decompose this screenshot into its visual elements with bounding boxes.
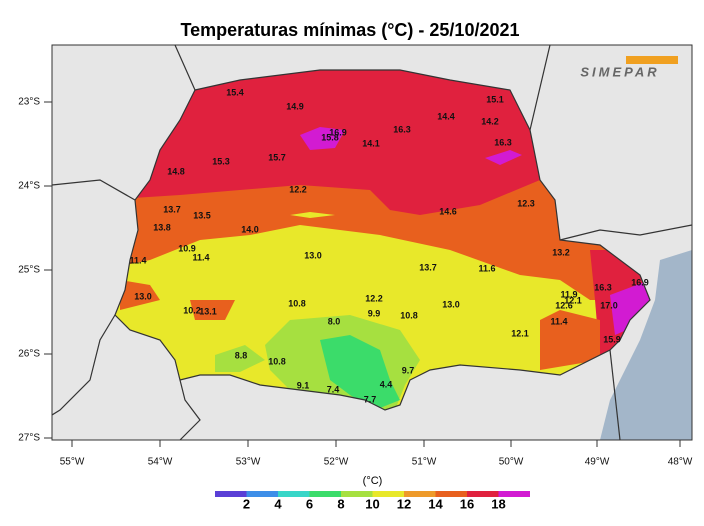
station-value: 13.7 bbox=[163, 204, 181, 214]
station-value: 7.4 bbox=[327, 384, 340, 394]
station-value: 12.2 bbox=[365, 293, 383, 303]
station-value: 14.8 bbox=[167, 166, 185, 176]
station-value: 13.2 bbox=[552, 247, 570, 257]
station-value: 11.9 bbox=[560, 289, 577, 299]
station-value: 13.7 bbox=[419, 262, 437, 272]
lat-label: 23°S bbox=[18, 97, 40, 108]
lat-label: 25°S bbox=[18, 265, 40, 276]
lat-label: 27°S bbox=[18, 433, 40, 444]
station-value: 14.9 bbox=[286, 101, 304, 111]
station-value: 16.3 bbox=[594, 282, 612, 292]
colorbar-segment bbox=[309, 491, 341, 497]
station-value: 14.1 bbox=[362, 138, 380, 148]
colorbar-segment bbox=[278, 491, 310, 497]
station-value: 15.7 bbox=[268, 152, 286, 162]
colorbar-segment bbox=[341, 491, 373, 497]
colorbar-segment bbox=[498, 491, 530, 497]
station-value: 10.9 bbox=[178, 243, 196, 253]
station-value: 9.9 bbox=[368, 308, 381, 318]
station-value: 13.0 bbox=[442, 299, 460, 309]
station-value: 9.7 bbox=[402, 365, 415, 375]
colorbar-label: 14 bbox=[428, 496, 443, 511]
station-value: 12.2 bbox=[289, 184, 307, 194]
station-value: 13.8 bbox=[153, 222, 171, 232]
station-value: 16.3 bbox=[393, 124, 411, 134]
station-value: 10.2 bbox=[183, 305, 201, 315]
ocean bbox=[600, 250, 692, 440]
station-value: 10.8 bbox=[400, 310, 418, 320]
map-title: Temperaturas mínimas (°C) - 25/10/2021 bbox=[180, 20, 519, 40]
borders bbox=[52, 45, 692, 440]
station-value: 15.3 bbox=[212, 156, 230, 166]
colorbar-segment bbox=[435, 491, 467, 497]
station-value: 10.8 bbox=[288, 298, 306, 308]
map-area: SIMEPAR bbox=[52, 45, 692, 440]
station-value: 13.1 bbox=[199, 306, 217, 316]
colorbar-segment bbox=[467, 491, 499, 497]
station-value: 4.4 bbox=[380, 379, 393, 389]
station-value: 14.2 bbox=[481, 116, 499, 126]
station-value: 14.0 bbox=[241, 224, 259, 234]
lon-label: 53°W bbox=[236, 457, 261, 468]
labels: 23°S 24°S 25°S 26°S 27°S 55°W 54°W 53°W 52°W 51°W… bbox=[18, 87, 693, 511]
lon-label: 49°W bbox=[585, 457, 610, 468]
frame bbox=[51, 44, 693, 441]
station-value: 8.0 bbox=[328, 316, 341, 326]
lon-label: 51°W bbox=[412, 457, 437, 468]
station-value: 17.0 bbox=[600, 300, 618, 310]
station-value: 13.5 bbox=[193, 210, 211, 220]
colorbar-label: 4 bbox=[274, 496, 282, 511]
station-value: 11.4 bbox=[550, 316, 567, 326]
lat-label: 26°S bbox=[18, 349, 40, 360]
station-value: 16.9 bbox=[631, 277, 649, 287]
colorbar-label: 10 bbox=[365, 496, 379, 511]
station-value: 15.1 bbox=[486, 94, 504, 104]
lon-label: 48°W bbox=[668, 457, 693, 468]
lon-label: 55°W bbox=[60, 457, 85, 468]
colorbar-label: 16 bbox=[460, 496, 474, 511]
colorbar-label: 18 bbox=[491, 496, 505, 511]
station-value: 14.4 bbox=[437, 111, 455, 121]
station-value: 15.8 bbox=[321, 132, 339, 142]
colorbar-label: 2 bbox=[243, 496, 250, 511]
station-value: 11.6 bbox=[478, 263, 495, 273]
station-value: 13.0 bbox=[304, 250, 322, 260]
logo-mark bbox=[626, 56, 678, 64]
lon-label: 52°W bbox=[324, 457, 349, 468]
station-value: 13.0 bbox=[134, 291, 152, 301]
lat-label: 24°S bbox=[18, 181, 40, 192]
station-value: 16.3 bbox=[494, 137, 512, 147]
colorbar-unit: (°C) bbox=[363, 475, 383, 487]
lon-label: 54°W bbox=[148, 457, 173, 468]
station-value: 12.1 bbox=[511, 328, 529, 338]
colorbar-segment bbox=[215, 491, 247, 497]
colorbar-segment bbox=[246, 491, 278, 497]
colorbar-label: 12 bbox=[397, 496, 411, 511]
colorbar-segment bbox=[404, 491, 436, 497]
station-value: 9.1 bbox=[297, 380, 310, 390]
station-value: 12.3 bbox=[517, 198, 535, 208]
station-value: 16.9 bbox=[329, 127, 347, 137]
station-value: 15.9 bbox=[603, 334, 621, 344]
lon-label: 50°W bbox=[499, 457, 524, 468]
station-value: 12.6 bbox=[555, 300, 573, 310]
station-value: 7.7 bbox=[364, 394, 377, 404]
station-value: 15.4 bbox=[226, 87, 244, 97]
station-value: 11.4 bbox=[192, 252, 209, 262]
station-value: 14.6 bbox=[439, 206, 457, 216]
station-value: 10.8 bbox=[268, 356, 286, 366]
station-value: 12.1 bbox=[564, 295, 582, 305]
logo: SIMEPAR bbox=[580, 64, 659, 79]
colorbar-label: 6 bbox=[306, 496, 313, 511]
station-value: 11.4 bbox=[129, 255, 146, 265]
colorbar-label: 8 bbox=[337, 496, 344, 511]
station-value: 8.8 bbox=[235, 350, 248, 360]
colorbar-segment bbox=[372, 491, 404, 497]
